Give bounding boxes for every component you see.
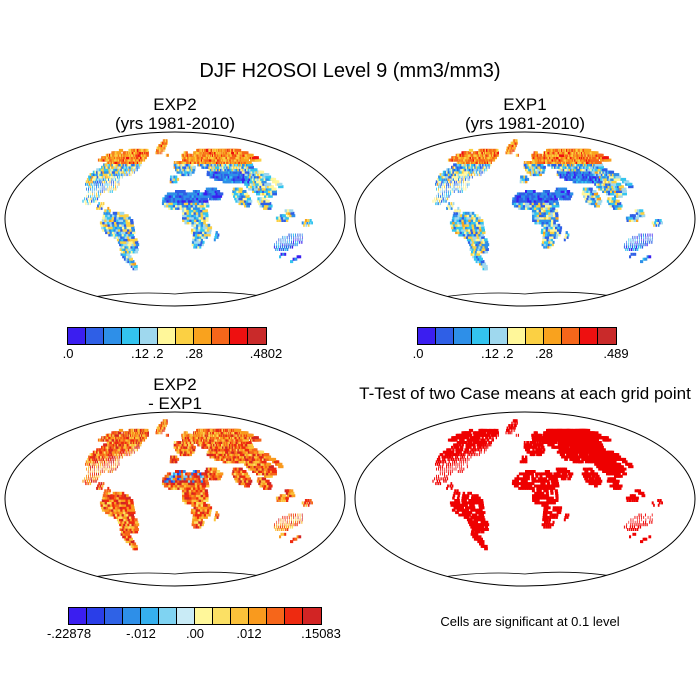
figure-title: DJF H2OSOI Level 9 (mm3/mm3)	[199, 60, 501, 82]
map-boundary	[354, 411, 696, 587]
colorbar-cell	[231, 608, 249, 624]
colorbar-cell	[454, 328, 472, 344]
colorbar-cell	[249, 608, 267, 624]
map-boundary	[4, 131, 346, 307]
colorbar-cell	[194, 328, 212, 344]
colorbar-cell	[87, 608, 105, 624]
colorbar-exp2	[67, 327, 267, 345]
colorbar-cell	[526, 328, 544, 344]
map-cells	[432, 139, 663, 271]
colorbar-cell	[490, 328, 508, 344]
panel-title-exp1: EXP1 (yrs 1981-2010)	[425, 95, 625, 133]
colorbar-tick-label: .012	[236, 626, 262, 641]
colorbar-cell	[86, 328, 104, 344]
colorbar-cell	[436, 328, 454, 344]
colorbar-tick-label: .00	[185, 626, 205, 641]
colorbar-cell	[212, 328, 230, 344]
colorbar-cell	[562, 328, 580, 344]
antarctica-coastline	[62, 571, 294, 583]
colorbar-exp1	[417, 327, 617, 345]
colorbar-tick-label: .489	[603, 346, 629, 361]
colorbar-cell	[598, 328, 616, 344]
colorbar-cell	[303, 608, 321, 624]
map-boundary	[354, 131, 696, 307]
colorbar-cell	[267, 608, 285, 624]
colorbar-cell	[68, 328, 86, 344]
map-ttest	[354, 411, 696, 587]
colorbar-cell	[544, 328, 562, 344]
colorbar-cell	[69, 608, 87, 624]
panel-title-line: T-Test of two Case means at each grid po…	[359, 384, 691, 403]
panel-title-line: - EXP1	[148, 394, 202, 413]
colorbar-tick-label: .2	[502, 346, 514, 361]
colorbar-cell	[176, 328, 194, 344]
colorbar-cell	[140, 328, 158, 344]
colorbar-tick-label: .28	[184, 346, 204, 361]
colorbar-tick-label: .15083	[301, 626, 341, 641]
colorbar-tick-label: -.22878	[46, 626, 92, 641]
panel-title-diff: EXP2 - EXP1	[75, 375, 275, 413]
colorbar-cell	[418, 328, 436, 344]
colorbar-difference	[68, 607, 322, 625]
colorbar-tick-label: .12	[480, 346, 500, 361]
colorbar-cell	[285, 608, 303, 624]
panel-title-line: EXP1	[503, 95, 547, 114]
colorbar-cell	[472, 328, 490, 344]
panel-title-line: EXP2	[153, 375, 197, 394]
colorbar-cell	[159, 608, 177, 624]
colorbar-cell	[123, 608, 141, 624]
colorbar-tick-label: .28	[534, 346, 554, 361]
colorbar-tick-label: .4802	[249, 346, 283, 361]
colorbar-cell	[508, 328, 526, 344]
colorbar-tick-label: .2	[152, 346, 164, 361]
antarctica-coastline	[62, 291, 294, 303]
colorbar-tick-label: .12	[130, 346, 150, 361]
map-cells	[432, 419, 663, 551]
colorbar-cell	[122, 328, 140, 344]
colorbar-tick-label: -.012	[126, 626, 156, 641]
colorbar-cell	[104, 328, 122, 344]
map-difference	[4, 411, 346, 587]
colorbar-cell	[248, 328, 266, 344]
colorbar-cell	[158, 328, 176, 344]
map-exp1	[354, 131, 696, 307]
panel-title-line: EXP2	[153, 95, 197, 114]
colorbar-cell	[141, 608, 159, 624]
significance-note: Cells are significant at 0.1 level	[440, 614, 620, 629]
colorbar-tick-label: .0	[412, 346, 424, 361]
map-boundary	[4, 411, 346, 587]
panel-title-ttest: T-Test of two Case means at each grid po…	[350, 384, 700, 403]
map-cells	[82, 419, 313, 551]
panel-title-exp2: EXP2 (yrs 1981-2010)	[75, 95, 275, 133]
antarctica-coastline	[412, 291, 644, 303]
panel-title-line: (yrs 1981-2010)	[114, 114, 235, 133]
panel-title-line: (yrs 1981-2010)	[464, 114, 585, 133]
map-exp2	[4, 131, 346, 307]
colorbar-tick-label: .0	[62, 346, 74, 361]
map-cells	[82, 139, 313, 271]
antarctica-coastline	[412, 571, 644, 583]
colorbar-cell	[177, 608, 195, 624]
colorbar-cell	[105, 608, 123, 624]
colorbar-cell	[230, 328, 248, 344]
colorbar-cell	[580, 328, 598, 344]
colorbar-cell	[213, 608, 231, 624]
colorbar-cell	[195, 608, 213, 624]
